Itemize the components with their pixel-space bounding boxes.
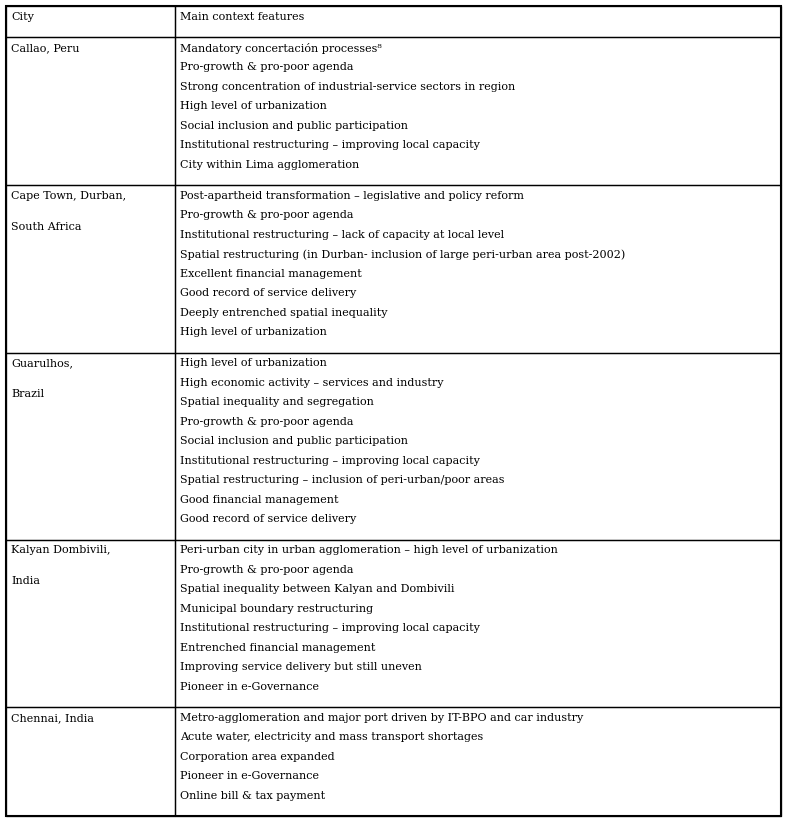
Text: Deeply entrenched spatial inequality: Deeply entrenched spatial inequality: [180, 307, 387, 318]
Bar: [6, 6, 175, 37]
Text: Spatial inequality and segregation: Spatial inequality and segregation: [180, 397, 374, 407]
Text: Metro-agglomeration and major port driven by IT-BPO and car industry: Metro-agglomeration and major port drive…: [180, 713, 583, 723]
Text: Pioneer in e-Governance: Pioneer in e-Governance: [180, 681, 319, 692]
Text: Pro-growth & pro-poor agenda: Pro-growth & pro-poor agenda: [180, 417, 353, 427]
Text: Cape Town, Durban,: Cape Town, Durban,: [11, 191, 126, 201]
Text: Main context features: Main context features: [180, 12, 305, 21]
Bar: [6, 707, 175, 816]
Text: Social inclusion and public participation: Social inclusion and public participatio…: [180, 121, 408, 131]
Text: Spatial inequality between Kalyan and Dombivili: Spatial inequality between Kalyan and Do…: [180, 584, 454, 594]
Text: Good record of service delivery: Good record of service delivery: [180, 289, 357, 298]
Text: Acute water, electricity and mass transport shortages: Acute water, electricity and mass transp…: [180, 732, 483, 742]
Bar: [175, 353, 781, 539]
Text: Pro-growth & pro-poor agenda: Pro-growth & pro-poor agenda: [180, 210, 353, 220]
Bar: [6, 353, 175, 539]
Text: Online bill & tax payment: Online bill & tax payment: [180, 791, 325, 801]
Text: Institutional restructuring – improving local capacity: Institutional restructuring – improving …: [180, 141, 480, 150]
Text: Pioneer in e-Governance: Pioneer in e-Governance: [180, 771, 319, 781]
Text: Strong concentration of industrial-service sectors in region: Strong concentration of industrial-servi…: [180, 82, 515, 92]
Text: Institutional restructuring – improving local capacity: Institutional restructuring – improving …: [180, 623, 480, 633]
Text: Corporation area expanded: Corporation area expanded: [180, 752, 334, 762]
Bar: [175, 539, 781, 707]
Text: Municipal boundary restructuring: Municipal boundary restructuring: [180, 603, 373, 614]
Text: Institutional restructuring – improving local capacity: Institutional restructuring – improving …: [180, 455, 480, 466]
Bar: [6, 185, 175, 353]
Text: Pro-growth & pro-poor agenda: Pro-growth & pro-poor agenda: [180, 565, 353, 575]
Text: Good record of service delivery: Good record of service delivery: [180, 515, 357, 524]
Text: High level of urbanization: High level of urbanization: [180, 101, 327, 111]
Bar: [6, 539, 175, 707]
Text: Peri-urban city in urban agglomeration – high level of urbanization: Peri-urban city in urban agglomeration –…: [180, 545, 558, 556]
Text: Post-apartheid transformation – legislative and policy reform: Post-apartheid transformation – legislat…: [180, 191, 524, 201]
Text: Pro-growth & pro-poor agenda: Pro-growth & pro-poor agenda: [180, 62, 353, 72]
Text: Brazil: Brazil: [11, 390, 44, 399]
Text: Guarulhos,: Guarulhos,: [11, 358, 73, 368]
Text: India: India: [11, 576, 40, 586]
Text: Entrenched financial management: Entrenched financial management: [180, 643, 375, 653]
Text: Institutional restructuring – lack of capacity at local level: Institutional restructuring – lack of ca…: [180, 230, 504, 240]
Text: Mandatory concertación processes⁸: Mandatory concertación processes⁸: [180, 43, 382, 53]
Text: High level of urbanization: High level of urbanization: [180, 327, 327, 337]
Bar: [175, 707, 781, 816]
Text: Chennai, India: Chennai, India: [11, 713, 94, 723]
Text: Improving service delivery but still uneven: Improving service delivery but still une…: [180, 663, 422, 672]
Text: Spatial restructuring (in Durban- inclusion of large peri-urban area post-2002): Spatial restructuring (in Durban- inclus…: [180, 249, 625, 260]
Bar: [175, 185, 781, 353]
Text: Kalyan Dombivili,: Kalyan Dombivili,: [11, 545, 110, 556]
Text: Excellent financial management: Excellent financial management: [180, 269, 362, 279]
Text: High economic activity – services and industry: High economic activity – services and in…: [180, 378, 443, 388]
Text: Good financial management: Good financial management: [180, 495, 338, 505]
Text: High level of urbanization: High level of urbanization: [180, 358, 327, 368]
Text: Social inclusion and public participation: Social inclusion and public participatio…: [180, 436, 408, 446]
Text: South Africa: South Africa: [11, 222, 82, 232]
Text: City: City: [11, 12, 34, 21]
Text: City within Lima agglomeration: City within Lima agglomeration: [180, 159, 359, 170]
Bar: [6, 37, 175, 185]
Text: Callao, Peru: Callao, Peru: [11, 43, 79, 53]
Text: Spatial restructuring – inclusion of peri-urban/poor areas: Spatial restructuring – inclusion of per…: [180, 475, 504, 485]
Bar: [175, 6, 781, 37]
Bar: [175, 37, 781, 185]
